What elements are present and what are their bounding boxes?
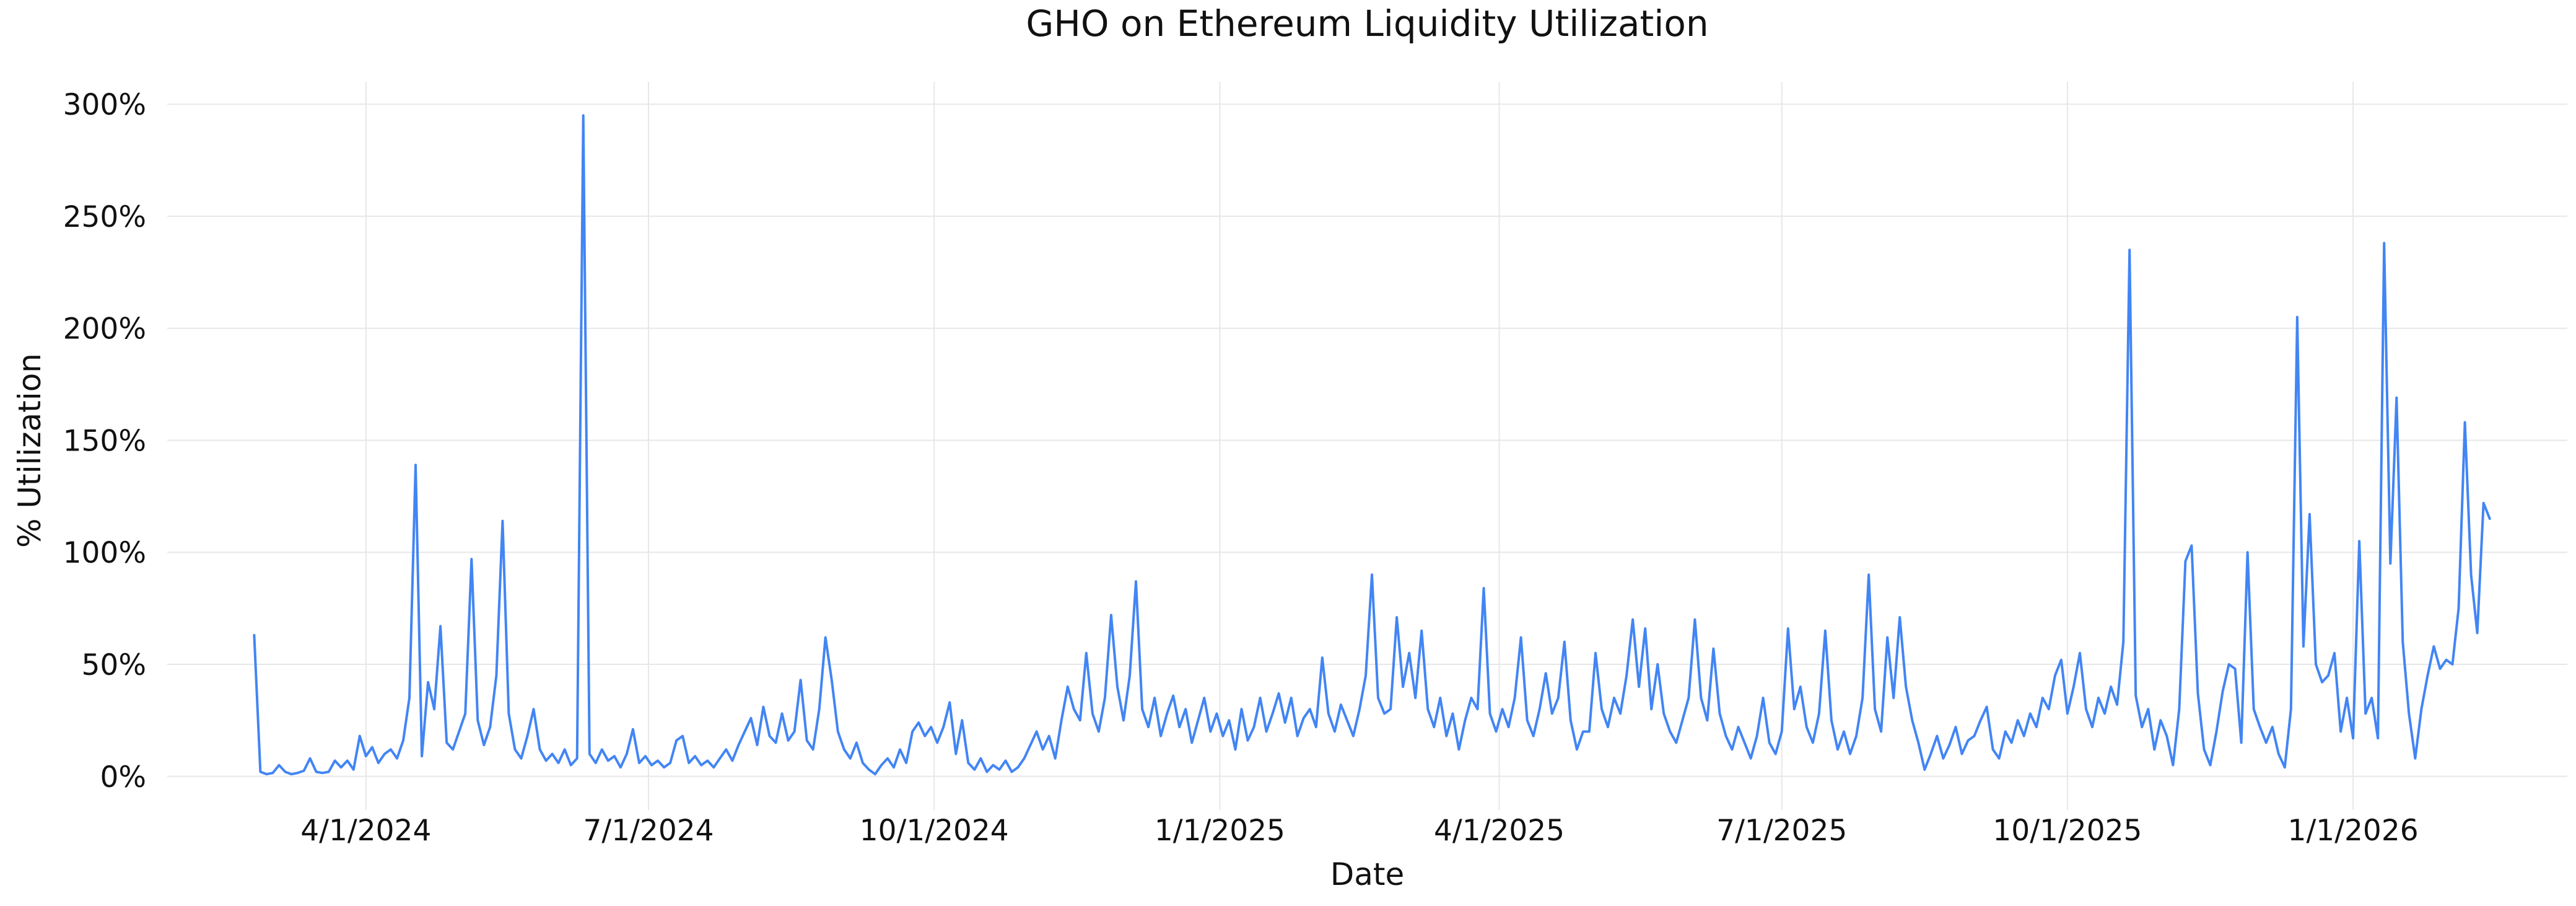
x-tick-label: 10/1/2025 [1993,814,2142,848]
x-tick-label: 7/1/2025 [1716,814,1847,848]
x-tick-label: 7/1/2024 [583,814,714,848]
y-tick-label: 300% [63,88,146,122]
x-tick-label: 1/1/2025 [1155,814,1285,848]
y-tick-label: 250% [63,200,146,234]
x-tick-label: 1/1/2026 [2288,814,2419,848]
y-tick-label: 150% [63,424,146,458]
y-tick-label: 100% [63,536,146,570]
y-tick-label: 50% [82,648,146,682]
y-axis-title: % Utilization [12,353,48,548]
chart-title: GHO on Ethereum Liquidity Utilization [1026,2,1709,45]
y-tick-label: 0% [100,760,146,794]
utilization-line [253,114,2491,776]
x-tick-label: 10/1/2024 [860,814,1009,848]
x-tick-label: 4/1/2025 [1434,814,1565,848]
x-tick-label: 4/1/2024 [300,814,431,848]
x-axis-title: Date [1330,856,1405,892]
y-tick-label: 200% [63,312,146,346]
